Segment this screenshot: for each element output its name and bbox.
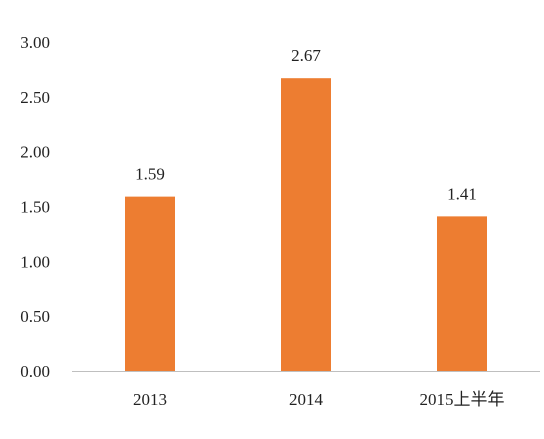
bars [125, 78, 487, 371]
y-tick-label: 2.50 [20, 88, 50, 107]
data-label: 1.41 [447, 184, 477, 203]
y-tick-label: 0.50 [20, 307, 50, 326]
bar [437, 216, 487, 371]
data-label: 1.59 [135, 165, 165, 184]
category-label: 2013 [133, 390, 167, 409]
data-label: 2.67 [291, 46, 321, 65]
category-label: 2014 [289, 390, 324, 409]
bar [125, 196, 175, 371]
bar [281, 78, 331, 371]
y-tick-label: 3.00 [20, 33, 50, 52]
y-tick-label: 1.00 [20, 252, 50, 271]
data-labels: 1.59 2.67 1.41 [135, 46, 477, 203]
y-axis-ticks: 0.00 0.50 1.00 1.50 2.00 2.50 3.00 [20, 33, 50, 381]
category-label: 2015上半年 [420, 390, 505, 409]
y-tick-label: 0.00 [20, 362, 50, 381]
y-tick-label: 2.00 [20, 143, 50, 162]
y-tick-label: 1.50 [20, 198, 50, 217]
category-labels: 2013 2014 2015上半年 [133, 390, 505, 409]
